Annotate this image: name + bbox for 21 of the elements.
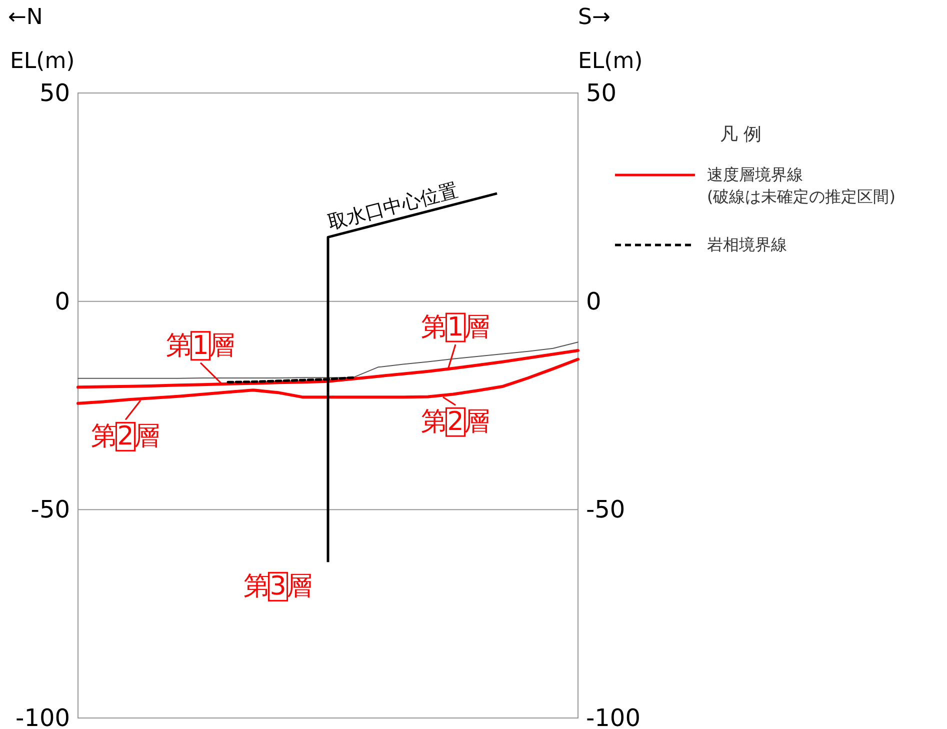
y2-axis-title: EL(m): [578, 49, 643, 74]
y-axis-title: EL(m): [10, 49, 75, 74]
annotation: 第3層: [244, 572, 312, 602]
y-tick-label: -50: [30, 496, 70, 524]
legend-title: 凡 例: [720, 124, 762, 145]
text: S→: [578, 5, 610, 30]
legend-label: 岩相境界線: [707, 235, 787, 254]
annotation: 第2層: [91, 422, 160, 452]
y2-tick-label: 50: [586, 79, 617, 107]
annotation: 第1層: [166, 330, 235, 361]
y2-tick-label: -100: [586, 704, 640, 729]
y2-tick-label: -50: [586, 496, 626, 524]
y2-tick-label: 0: [586, 287, 602, 316]
annotation: 取水口中心位置: [326, 179, 460, 234]
legend-label: 速度層境界線 (破線は未確定の推定区間): [707, 165, 896, 206]
annotation: 第1層: [421, 312, 490, 342]
text: ←N: [8, 5, 43, 30]
y-tick-label: 0: [54, 287, 70, 316]
y-tick-label: 50: [39, 79, 70, 107]
annotation: 第2層: [421, 407, 490, 438]
y-tick-label: -100: [16, 704, 70, 729]
